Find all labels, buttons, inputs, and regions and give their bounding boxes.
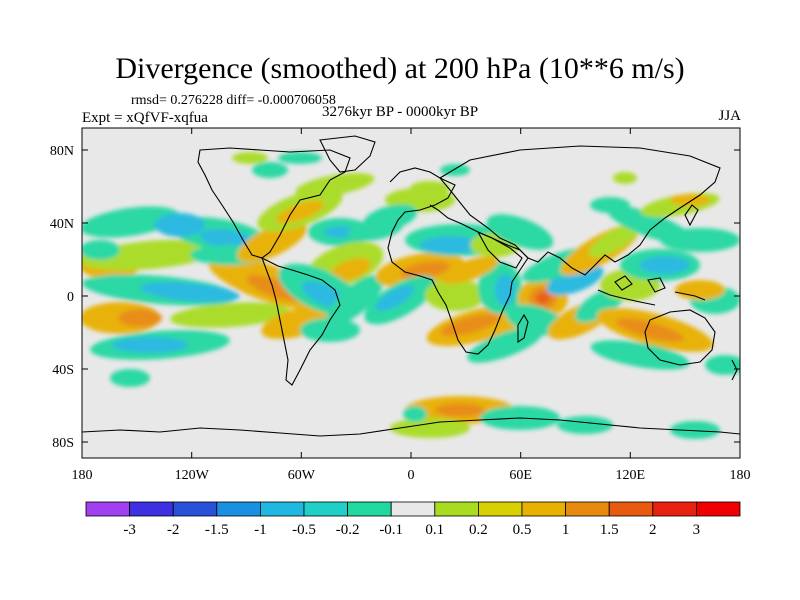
lon-tick-120e: 120E bbox=[616, 468, 646, 483]
colorbar-label: -0.2 bbox=[336, 522, 360, 538]
lon-ticks bbox=[191, 128, 631, 458]
colorbar-label: -2 bbox=[167, 522, 180, 538]
colorbar-swatch bbox=[652, 501, 697, 517]
colorbar-label: 1 bbox=[562, 522, 570, 538]
colorbar-label: -1 bbox=[254, 522, 267, 538]
lon-tick-180w: 180 bbox=[72, 468, 93, 483]
colorbar-label: -3 bbox=[123, 522, 136, 538]
divergence-field bbox=[82, 135, 740, 439]
colorbar-label: 3 bbox=[693, 522, 701, 538]
colorbar-swatch bbox=[434, 501, 479, 517]
colorbar-label: 0.1 bbox=[425, 522, 444, 538]
colorbar-label: 1.5 bbox=[600, 522, 619, 538]
colorbar-swatch bbox=[347, 501, 392, 517]
plot-title: Divergence (smoothed) at 200 hPa (10**6 … bbox=[115, 52, 685, 85]
colorbar-swatch bbox=[172, 501, 218, 517]
colorbar-label: -0.1 bbox=[379, 522, 403, 538]
colorbar-swatch bbox=[477, 501, 523, 517]
colorbar-swatch bbox=[565, 501, 610, 517]
lon-tick-60w: 60W bbox=[288, 468, 316, 483]
experiment-label: Expt = xQfVF-xqfua bbox=[82, 110, 208, 126]
colorbar-swatch bbox=[390, 501, 436, 517]
lat-tick-80n: 80N bbox=[50, 144, 74, 159]
lon-tick-0: 0 bbox=[408, 468, 415, 483]
colorbar-swatch bbox=[696, 501, 741, 517]
colorbar-swatch bbox=[259, 501, 305, 517]
colorbar bbox=[85, 501, 741, 517]
colorbar-label: 2 bbox=[649, 522, 657, 538]
coastlines bbox=[82, 135, 740, 437]
season-label: JJA bbox=[718, 108, 741, 124]
colorbar-swatch bbox=[608, 501, 654, 517]
colorbar-swatch bbox=[129, 501, 174, 517]
colorbar-swatch bbox=[521, 501, 566, 517]
lon-tick-180e: 180 bbox=[730, 468, 751, 483]
lat-tick-40s: 40S bbox=[52, 363, 74, 378]
colorbar-swatch bbox=[85, 501, 130, 517]
lat-tick-40n: 40N bbox=[50, 217, 74, 232]
colorbar-label: -1.5 bbox=[205, 522, 229, 538]
colorbar-label: 0.5 bbox=[513, 522, 532, 538]
period-label: 3276kyr BP - 0000kyr BP bbox=[322, 104, 479, 120]
lon-tick-60e: 60E bbox=[509, 468, 532, 483]
colorbar-labels: -3 -2 -1.5 -1 -0.5 -0.2 -0.1 0.1 0.2 0.5 1 1.5 2 3 bbox=[123, 522, 700, 538]
colorbar-swatch bbox=[303, 501, 348, 517]
colorbar-label: -0.5 bbox=[292, 522, 316, 538]
colorbar-label: 0.2 bbox=[469, 522, 488, 538]
lat-ticks bbox=[82, 149, 740, 443]
stats-label: rmsd= 0.276228 diff= -0.000706058 bbox=[131, 93, 336, 108]
lon-tick-120w: 120W bbox=[175, 468, 210, 483]
lat-tick-0: 0 bbox=[67, 290, 74, 305]
colorbar-swatch bbox=[216, 501, 261, 517]
lat-tick-80s: 80S bbox=[52, 436, 74, 451]
